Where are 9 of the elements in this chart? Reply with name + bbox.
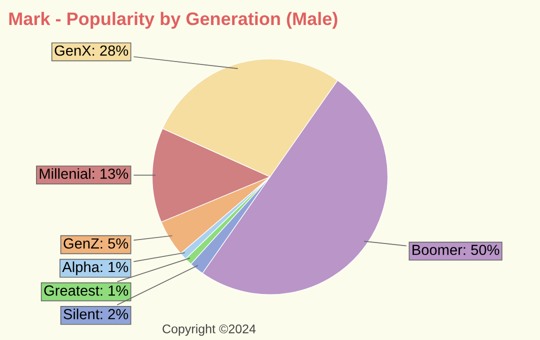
slice-label: GenZ: 5% (64, 238, 128, 249)
slice-label: Silent: 2% (64, 308, 128, 320)
text: Copyright ©2024 (162, 324, 256, 336)
chart-title: Mark - Popularity by Generation (Male) (9, 12, 338, 29)
slice-label: Alpha: 1% (62, 261, 128, 276)
slice-label: Boomer: 50% (412, 244, 500, 256)
slice-label: Millenial: 13% (40, 168, 128, 179)
slice-label: GenX: 28% (54, 45, 128, 56)
slice-label: Greatest: 1% (44, 285, 128, 296)
